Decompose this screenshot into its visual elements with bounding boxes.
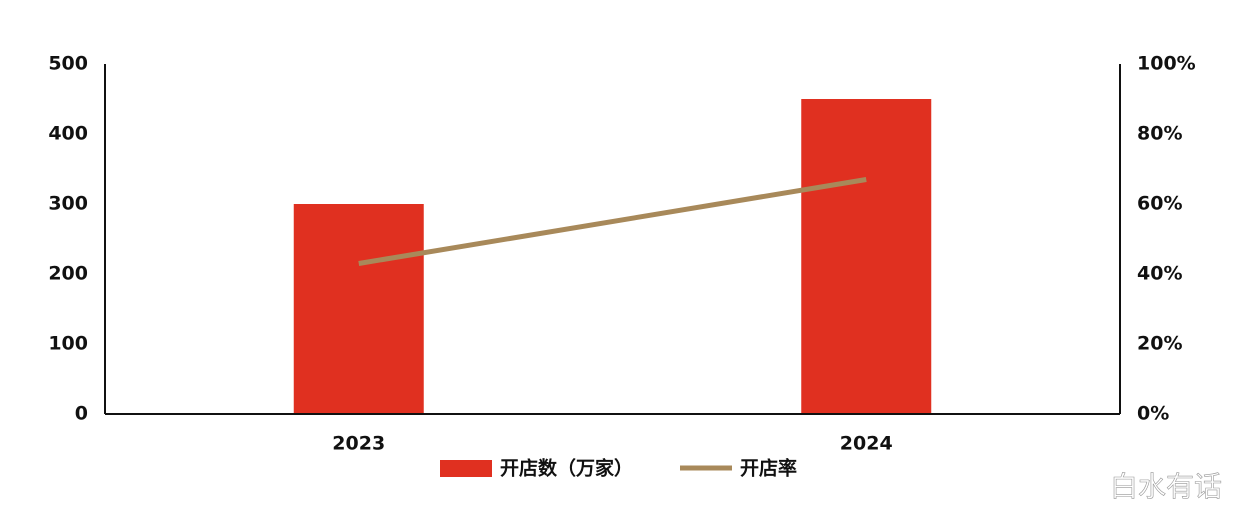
y2-tick-label: 100% [1137,53,1196,75]
x-tick-label: 2023 [332,433,385,455]
y-tick-label: 0 [75,403,88,425]
y2-tick-label: 40% [1137,263,1182,285]
y-tick-label: 100 [48,333,88,355]
bar [293,204,424,414]
x-tick-label: 2024 [840,433,893,455]
watermark: 白水有话 [1110,470,1222,503]
line [358,177,867,266]
legend-swatch [440,460,492,477]
y2-tick-label: 20% [1137,333,1182,355]
y-tick-label: 200 [48,263,88,285]
y2-tick-label: 80% [1137,123,1182,145]
y-tick-label: 500 [48,53,88,75]
y-tick-label: 300 [48,193,88,215]
y2-tick-label: 60% [1137,193,1182,215]
legend-label: 开店数（万家） [500,457,633,480]
y-tick-label: 400 [48,123,88,145]
y2-tick-label: 0% [1137,403,1169,425]
bar [801,99,932,414]
legend-label: 开店率 [740,457,797,480]
